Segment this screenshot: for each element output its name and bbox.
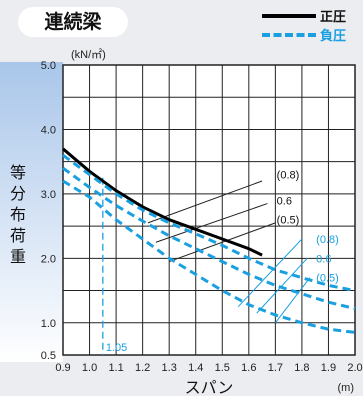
series-line-positive <box>62 147 263 257</box>
x-tick-label: 1.5 <box>215 362 230 374</box>
x-tick-label: 1.6 <box>241 362 256 374</box>
y-tick-label: 2.0 <box>41 253 56 265</box>
y-unit-label: (kN/㎡) <box>71 48 106 61</box>
series-line-negative <box>62 153 356 293</box>
x-tick-label: 1.2 <box>135 362 150 374</box>
y-tick-label: 3.0 <box>41 189 56 201</box>
x-tick-label: 1.1 <box>108 362 123 374</box>
title-badge: 連続梁 <box>18 7 128 37</box>
axis-sidebar <box>0 62 63 362</box>
legend-label-positive: 正圧 <box>320 10 347 25</box>
annotation-leader-line <box>155 203 268 243</box>
y-tick-label: 0.5 <box>41 350 56 362</box>
plot-frame <box>62 64 356 356</box>
annotation-label: (0.5) <box>277 215 300 227</box>
annotation-leader-line <box>256 257 308 314</box>
x-tick-label: 1.8 <box>294 362 309 374</box>
y-tick-label: 1.0 <box>41 318 56 330</box>
plot-area <box>63 65 355 355</box>
x-tick-label: 0.9 <box>55 362 70 374</box>
x-tick-label: 1.9 <box>321 362 336 374</box>
annotation-label: (0.5) <box>316 273 339 285</box>
x-axis-title: スパン <box>185 378 234 396</box>
annotation-label: (0.8) <box>316 234 339 246</box>
annotation-leader-line <box>169 222 276 263</box>
x-unit-label: (m) <box>338 382 355 394</box>
x-tick-label: 1.7 <box>268 362 283 374</box>
series-line-negative <box>62 166 356 311</box>
legend-dashed-line-icon <box>262 32 316 37</box>
y-axis-title: 等分布荷重 <box>10 163 26 266</box>
annotation-label: 0.6 <box>277 195 292 207</box>
x-tick-label: 2.0 <box>347 362 362 374</box>
annotation-leader-line <box>147 180 263 224</box>
annotation-label: (0.8) <box>277 170 300 182</box>
x-tick-label: 1.3 <box>162 362 177 374</box>
y-tick-label: 5.0 <box>41 60 56 72</box>
x-tick-label: 1.0 <box>82 362 97 374</box>
legend-label-negative: 負圧 <box>320 29 347 44</box>
legend-item-negative: 負圧 <box>262 25 346 44</box>
annotation-leader-line <box>237 238 303 308</box>
y-tick-label: 4.0 <box>41 124 56 136</box>
vertical-guide-label: 1.05 <box>106 342 127 354</box>
annotation-label: 0.6 <box>316 253 331 265</box>
legend-item-positive: 正圧 <box>262 6 346 25</box>
legend-solid-line-icon <box>262 13 316 18</box>
chart-title: 連続梁 <box>44 11 102 33</box>
x-tick-label: 1.4 <box>188 362 203 374</box>
annotation-leader-line <box>274 277 311 324</box>
